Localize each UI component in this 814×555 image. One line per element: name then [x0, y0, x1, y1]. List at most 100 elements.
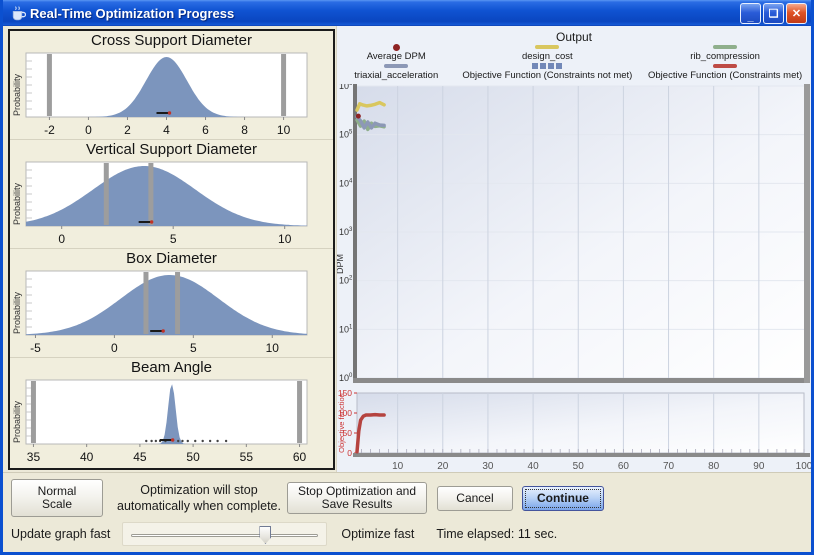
control-bar: Normal Scale Optimization will stop auto…: [3, 472, 811, 552]
svg-text:40: 40: [80, 450, 94, 464]
cross-support-diameter-chart: -2 0 2 4 6 8 10: [25, 52, 308, 137]
content-area: Cross Support Diameter Probability -2 0 2 4…: [3, 26, 811, 472]
window-title: Real-Time Optimization Progress: [30, 5, 235, 21]
box-diameter-chart: -5 0 5 10: [25, 270, 308, 355]
svg-text:40: 40: [528, 461, 540, 472]
svg-text:55: 55: [240, 450, 254, 464]
svg-text:102: 102: [339, 276, 353, 286]
chart-title: Beam Angle: [131, 359, 212, 376]
svg-text:0: 0: [85, 123, 92, 137]
status-text: Optimization will stop automatically whe…: [117, 482, 281, 514]
svg-text:105: 105: [339, 130, 353, 140]
svg-text:50: 50: [186, 450, 200, 464]
legend-label: rib_compression: [690, 51, 760, 62]
legend-item-design-cost: design_cost: [456, 44, 640, 62]
stop-button-line-2: Save Results: [321, 497, 393, 511]
output-legend: Output Average DPM design_cost rib_compr…: [337, 28, 811, 84]
svg-text:60: 60: [618, 461, 630, 472]
svg-text:20: 20: [437, 461, 449, 472]
svg-text:10: 10: [278, 232, 292, 246]
legend-label: triaxial_acceleration: [354, 70, 439, 81]
continue-button[interactable]: Continue: [521, 485, 604, 511]
svg-text:80: 80: [708, 461, 720, 472]
chart-title: Vertical Support Diameter: [86, 141, 257, 158]
svg-text:104: 104: [339, 178, 353, 188]
distributions-box: Cross Support Diameter Probability -2 0 2 4…: [8, 29, 335, 470]
triaxial-acceleration-marker-icon: [384, 63, 409, 69]
svg-text:45: 45: [133, 450, 147, 464]
svg-text:0: 0: [347, 448, 352, 458]
speed-slider[interactable]: [122, 522, 328, 546]
svg-text:DPM: DPM: [337, 254, 345, 274]
close-button[interactable]: ✕: [786, 2, 807, 24]
legend-item-triaxial-acceleration: triaxial_acceleration: [337, 63, 456, 81]
svg-text:10: 10: [277, 123, 291, 137]
svg-text:60: 60: [293, 450, 307, 464]
legend-label: Average DPM: [366, 51, 426, 62]
svg-text:101: 101: [339, 324, 353, 334]
slider-thumb[interactable]: [259, 526, 272, 544]
minimize-button[interactable]: _: [740, 2, 761, 24]
y-axis-label: Probability: [12, 400, 22, 444]
vertical-support-diameter-section: Vertical Support Diameter Probability 0 5…: [10, 140, 333, 249]
status-line-1: Optimization will stop: [140, 483, 258, 497]
cross-support-diameter-section: Cross Support Diameter Probability -2 0 2 4…: [10, 31, 333, 140]
svg-text:10: 10: [266, 341, 280, 355]
svg-text:103: 103: [339, 227, 353, 237]
legend-label: Objective Function (Constraints met): [648, 70, 803, 81]
status-line-2: automatically when complete.: [117, 499, 281, 513]
legend-item-rib-compression: rib_compression: [639, 44, 811, 62]
svg-text:90: 90: [753, 461, 765, 472]
svg-text:Objective function: Objective function: [337, 393, 346, 453]
design-cost-marker-icon: [535, 44, 560, 50]
svg-text:70: 70: [663, 461, 675, 472]
output-panel: Output Average DPM design_cost rib_compr…: [335, 26, 811, 472]
svg-text:100: 100: [339, 373, 353, 383]
svg-text:5: 5: [190, 341, 197, 355]
beam-angle-section: Beam Angle Probability 35 40 45 50 55 60: [10, 358, 333, 467]
svg-text:150: 150: [338, 389, 352, 398]
svg-text:5: 5: [170, 232, 177, 246]
app-icon: [12, 5, 26, 20]
vertical-support-diameter-chart: 0 5 10: [25, 161, 308, 246]
maximize-button[interactable]: ❏: [763, 2, 784, 24]
output-title: Output: [555, 30, 593, 44]
slider-track: [131, 534, 319, 537]
stop-optimization-button[interactable]: Stop Optimization and Save Results: [286, 482, 427, 514]
svg-text:-2: -2: [44, 123, 55, 137]
beam-angle-chart: 35 40 45 50 55 60: [25, 379, 308, 464]
svg-text:0: 0: [111, 341, 118, 355]
svg-text:30: 30: [482, 461, 494, 472]
legend-label: Objective Function (Constraints not met): [462, 70, 633, 81]
svg-text:6: 6: [202, 123, 209, 137]
svg-text:100: 100: [338, 408, 352, 418]
legend-item-objective-met: Objective Function (Constraints met): [639, 63, 811, 81]
y-axis-label: Probability: [12, 291, 22, 335]
svg-text:35: 35: [27, 450, 41, 464]
svg-text:2: 2: [124, 123, 131, 137]
cancel-button[interactable]: Cancel: [436, 485, 513, 511]
title-bar: Real-Time Optimization Progress _ ❏ ✕: [3, 0, 811, 26]
svg-text:50: 50: [573, 461, 585, 472]
chart-title: Box Diameter: [126, 250, 217, 267]
svg-text:106: 106: [339, 84, 353, 91]
dpm-log-chart: 106 105 104 103 102 101 100 DPM: [335, 81, 810, 383]
svg-text:-5: -5: [30, 341, 41, 355]
svg-text:100: 100: [796, 461, 811, 472]
objective-not-met-marker-icon: [532, 63, 563, 69]
input-distributions-panel: Cross Support Diameter Probability -2 0 2 4…: [3, 26, 336, 472]
svg-text:10: 10: [392, 461, 404, 472]
time-elapsed-text: Time elapsed: 11 sec.: [436, 527, 558, 541]
legend-item-objective-not-met: Objective Function (Constraints not met): [456, 63, 640, 81]
y-axis-label: Probability: [12, 182, 22, 226]
svg-text:4: 4: [163, 123, 170, 137]
svg-text:8: 8: [241, 123, 248, 137]
average-dpm-marker-icon: [392, 43, 400, 51]
update-graph-fast-label: Update graph fast: [11, 527, 111, 541]
legend-label: design_cost: [521, 51, 573, 62]
normal-scale-button[interactable]: Normal Scale: [11, 479, 103, 517]
chart-title: Cross Support Diameter: [91, 32, 252, 49]
svg-text:0: 0: [58, 232, 65, 246]
